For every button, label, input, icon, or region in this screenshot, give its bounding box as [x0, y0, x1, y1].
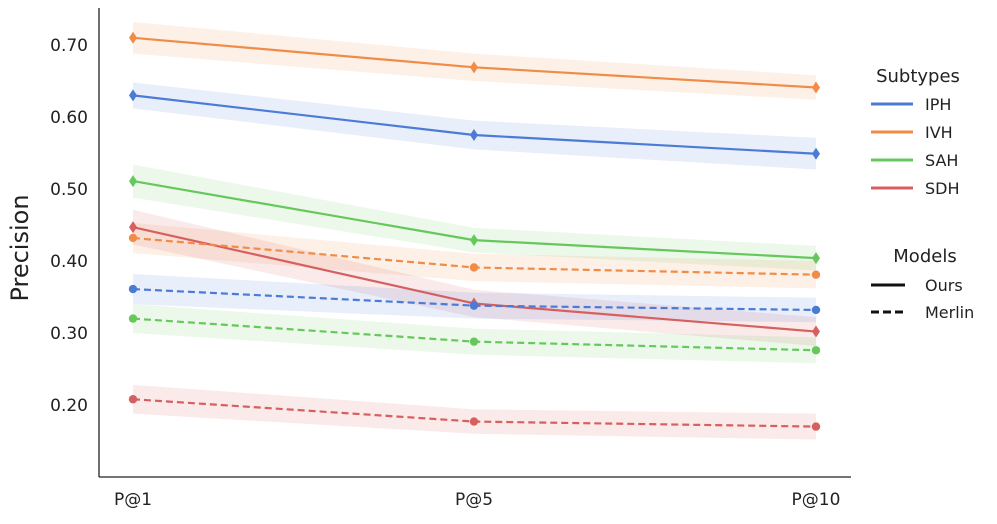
data-point-sah-ours: [129, 175, 137, 188]
y-tick-label: 0.20: [50, 396, 88, 416]
data-point-iph-merlin: [469, 301, 479, 310]
y-axis-label: Precision: [6, 194, 34, 301]
legend-label-iph: IPH: [925, 95, 951, 114]
legend-label-ours: Ours: [925, 276, 963, 295]
data-point-sah-ours: [812, 252, 820, 265]
data-point-iph-ours: [129, 89, 137, 102]
data-point-ivh-ours: [470, 61, 478, 74]
x-tick-label: P@1: [114, 490, 152, 510]
ci-band-sdh-ours: [133, 209, 816, 346]
legend-label-sah: SAH: [925, 151, 958, 170]
ci-band-ivh-merlin: [133, 222, 816, 289]
legend-label-merlin: Merlin: [925, 303, 974, 322]
series-markers: [128, 31, 821, 431]
data-point-ivh-merlin: [469, 263, 479, 272]
data-point-iph-merlin: [811, 305, 821, 315]
data-point-ivh-ours: [812, 81, 820, 94]
y-tick-label: 0.60: [50, 108, 88, 128]
x-tick-label: P@5: [455, 490, 493, 510]
ci-band-sah-ours: [133, 164, 816, 271]
data-point-sah-merlin: [469, 337, 479, 346]
data-point-sdh-ours: [129, 221, 137, 234]
ci-band-iph-merlin: [133, 273, 816, 323]
y-tick-label: 0.30: [50, 324, 88, 344]
legend-label-sdh: SDH: [925, 179, 960, 198]
data-point-ivh-merlin: [128, 233, 138, 243]
data-point-sdh-ours: [812, 325, 820, 338]
y-tick-label: 0.70: [50, 36, 88, 56]
data-point-sah-ours: [470, 234, 478, 247]
legend-models-title: Models: [893, 246, 956, 267]
data-point-iph-ours: [470, 129, 478, 141]
ci-band-iph-ours: [133, 82, 816, 170]
data-point-iph-ours: [812, 147, 820, 160]
ci-band-ivh-ours: [133, 21, 816, 100]
y-tick-label: 0.40: [50, 252, 88, 272]
y-tick-label: 0.50: [50, 180, 88, 200]
x-tick-labels: P@1 P@5 P@10: [114, 490, 840, 510]
legend: Subtypes Models IPH IVH SAH SDH Ours Merlin: [871, 66, 974, 322]
data-point-sdh-merlin: [128, 395, 138, 404]
ci-band-sdh-merlin: [133, 384, 816, 440]
data-point-sdh-merlin: [469, 417, 479, 426]
confidence-bands: [133, 21, 816, 440]
ci-band-sah-merlin: [133, 304, 816, 364]
data-point-sah-merlin: [128, 314, 138, 323]
legend-label-ivh: IVH: [925, 123, 953, 142]
data-point-ivh-ours: [129, 31, 137, 44]
legend-subtypes-title: Subtypes: [876, 66, 960, 87]
data-point-sah-merlin: [811, 346, 821, 355]
data-point-iph-merlin: [128, 284, 138, 294]
data-point-sdh-merlin: [811, 422, 821, 431]
data-point-ivh-merlin: [811, 270, 821, 279]
y-tick-labels: 0.20 0.30 0.40 0.50 0.60 0.70: [50, 36, 88, 416]
x-tick-label: P@10: [792, 490, 841, 510]
